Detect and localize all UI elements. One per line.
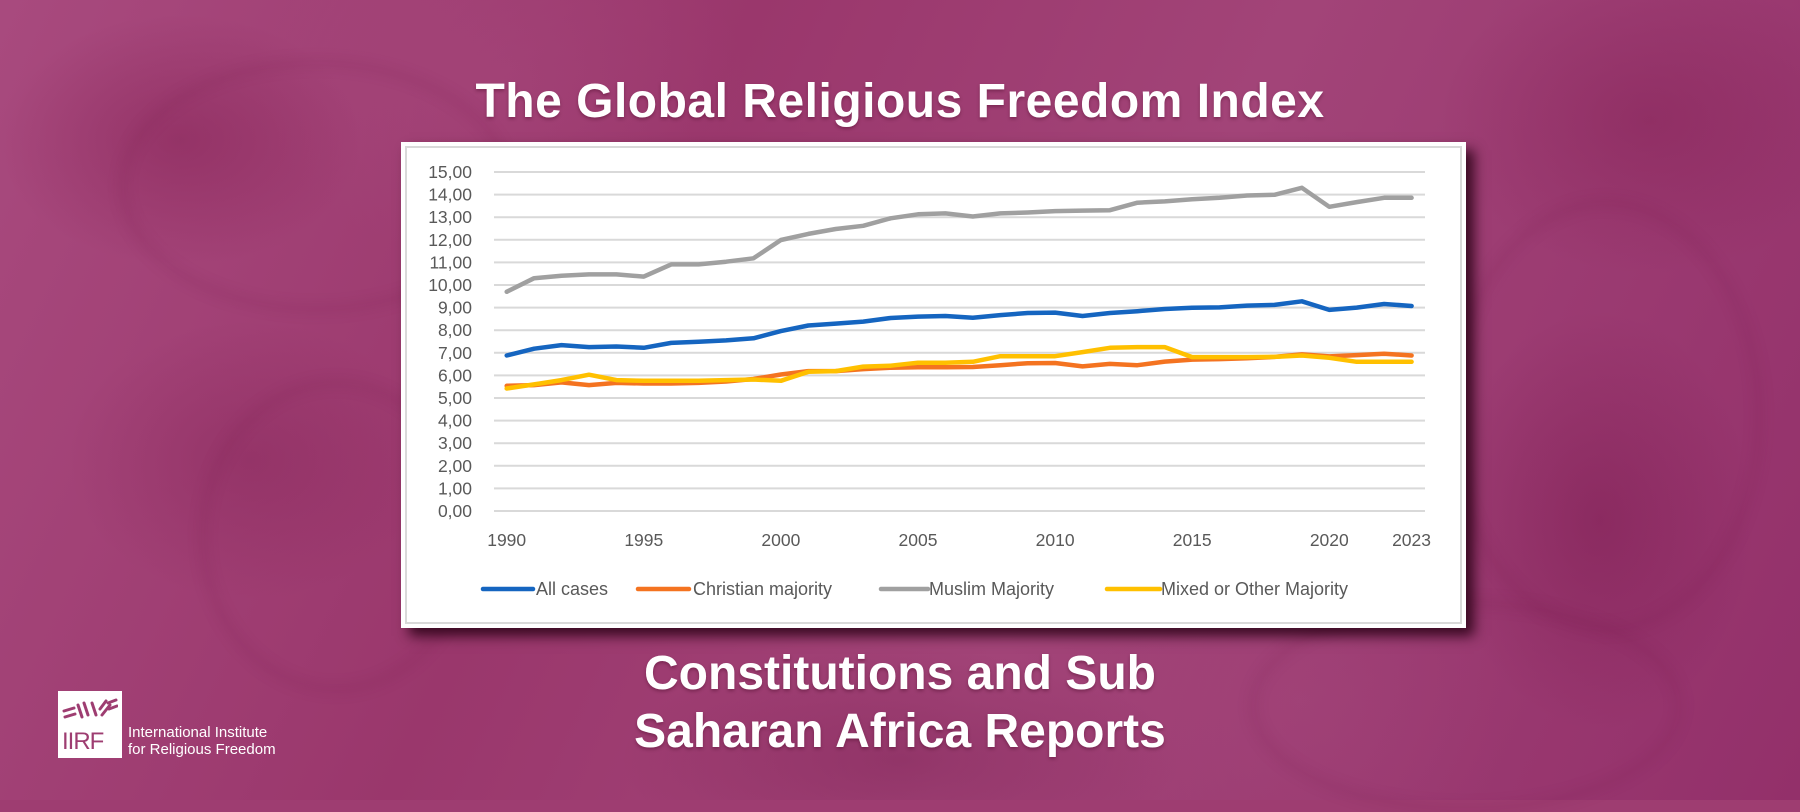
series-line-muslim-majority bbox=[504, 185, 1414, 295]
x-tick-label: 2005 bbox=[899, 530, 938, 550]
legend-label: Muslim Majority bbox=[929, 579, 1054, 599]
x-tick-label: 2010 bbox=[1036, 530, 1075, 550]
legend-item: All cases bbox=[480, 579, 608, 599]
series-lines bbox=[504, 185, 1414, 391]
y-tick-label: 13,00 bbox=[428, 207, 472, 227]
gridlines bbox=[494, 171, 1425, 512]
y-tick-label: 3,00 bbox=[438, 433, 472, 453]
x-tick-label: 2020 bbox=[1310, 530, 1349, 550]
y-tick-label: 8,00 bbox=[438, 320, 472, 340]
legend: All cases Christian majority Muslim Majori… bbox=[480, 579, 1348, 599]
subtitle-line-2: Saharan Africa Reports bbox=[634, 705, 1166, 758]
logo-name-line-1: International Institute bbox=[128, 724, 268, 741]
y-tick-label: 10,00 bbox=[428, 275, 472, 295]
legend-label: Christian majority bbox=[693, 579, 832, 599]
barbed-wire-icon bbox=[62, 698, 118, 719]
logo-name-line-2: for Religious Freedom bbox=[128, 741, 276, 758]
y-tick-label: 1,00 bbox=[438, 478, 472, 498]
x-axis-labels: 1990 1995 2000 2005 2010 2015 2020 2023 bbox=[487, 530, 1431, 550]
series-line-all-cases bbox=[504, 299, 1414, 358]
chart-card: 0,00 1,00 2,00 3,00 4,00 5,00 6,00 7,00 8,00 9,00… bbox=[401, 142, 1466, 628]
y-tick-label: 12,00 bbox=[428, 230, 472, 250]
line-chart: 0,00 1,002,00 3,004,00 5,00 6,007,00 8,009,00… bbox=[428, 162, 1431, 599]
x-tick-label: 2015 bbox=[1173, 530, 1212, 550]
legend-label: All cases bbox=[536, 579, 608, 599]
legend-item: Christian majority bbox=[635, 579, 832, 599]
y-tick-label: 4,00 bbox=[438, 411, 472, 431]
y-axis-labels: 0,00 1,002,00 3,004,00 5,00 6,007,00 8,009,00… bbox=[428, 162, 472, 521]
y-tick-label: 0,00 bbox=[438, 501, 472, 521]
y-tick-label: 14,00 bbox=[428, 185, 472, 205]
iirf-logo: IIRF bbox=[58, 691, 122, 758]
y-tick-label: 5,00 bbox=[438, 388, 472, 408]
legend-item: Mixed or Other Majority bbox=[1104, 579, 1348, 599]
y-tick-label: 2,00 bbox=[438, 456, 472, 476]
legend-item: Muslim Majority bbox=[878, 579, 1054, 599]
y-tick-label: 9,00 bbox=[438, 298, 472, 318]
y-tick-label: 15,00 bbox=[428, 162, 472, 182]
legend-label: Mixed or Other Majority bbox=[1161, 579, 1348, 599]
x-tick-label: 2023 bbox=[1392, 530, 1431, 550]
x-tick-label: 1990 bbox=[487, 530, 526, 550]
subtitle-line-1: Constitutions and Sub bbox=[644, 647, 1156, 700]
report-subtitle: Constitutions and Sub Saharan Africa Rep… bbox=[0, 645, 1800, 761]
x-tick-label: 2000 bbox=[761, 530, 800, 550]
page-title: The Global Religious Freedom Index bbox=[475, 75, 1325, 128]
logo-letters: IIRF bbox=[62, 728, 104, 755]
y-tick-label: 7,00 bbox=[438, 343, 472, 363]
series-line-mixed-or-other-majority bbox=[504, 344, 1414, 391]
y-tick-label: 11,00 bbox=[430, 252, 473, 272]
x-tick-label: 1995 bbox=[624, 530, 663, 550]
logo-name: International Institute for Religious Fr… bbox=[128, 724, 276, 758]
y-tick-label: 6,00 bbox=[438, 365, 472, 385]
